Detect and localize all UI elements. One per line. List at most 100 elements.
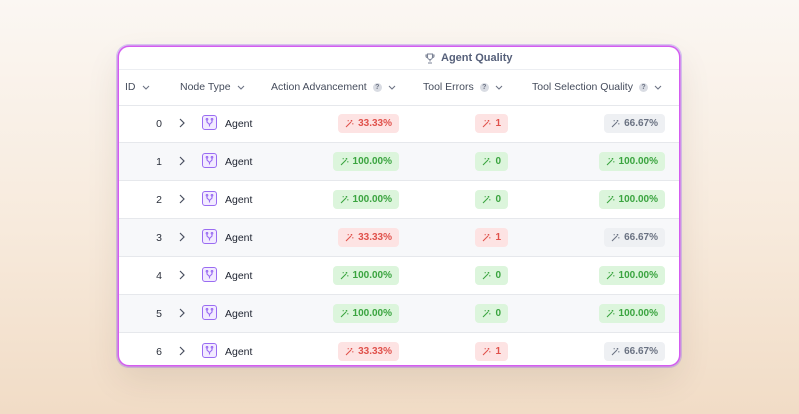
agent-node-icon [202, 115, 217, 130]
tool-errors-value: 0 [495, 308, 501, 319]
agent-node-icon [202, 191, 217, 206]
agent-node-icon [202, 153, 217, 168]
tool-errors-value: 1 [495, 346, 501, 357]
chevron-right-icon[interactable] [179, 194, 185, 204]
row-id: 0 [156, 117, 162, 130]
column-header-action-advancement-label: Action Advancement [271, 81, 367, 93]
column-header-tool-selection-quality-label: Tool Selection Quality [532, 81, 633, 93]
magic-wand-icon [482, 119, 491, 128]
magic-wand-icon [606, 157, 615, 166]
row-id: 6 [156, 345, 162, 358]
node-type-label: Agent [225, 269, 253, 282]
action-advancement-value: 100.00% [352, 308, 392, 319]
tool-selection-quality-value: 66.67% [624, 346, 658, 357]
action-advancement-badge: 33.33% [338, 228, 399, 247]
tool-errors-badge: 1 [475, 342, 508, 361]
tool-errors-badge: 1 [475, 228, 508, 247]
chevron-down-icon[interactable] [654, 85, 662, 90]
magic-wand-icon [482, 195, 491, 204]
action-advancement-badge: 100.00% [332, 266, 399, 285]
magic-wand-icon [340, 309, 349, 318]
chevron-down-icon[interactable] [237, 85, 245, 90]
table-row[interactable]: 1 Agent 100.00% 0 100.00% [119, 143, 679, 181]
table-row[interactable]: 3 Agent 33.33% 1 66.67% [119, 219, 679, 257]
action-advancement-value: 100.00% [352, 270, 392, 281]
table-row[interactable]: 5 Agent 100.00% 0 100.00% [119, 295, 679, 333]
agent-node-icon [202, 229, 217, 244]
table-row[interactable]: 6 Agent 33.33% 1 66.67% [119, 333, 679, 365]
table-row[interactable]: 4 Agent 100.00% 0 100.00% [119, 257, 679, 295]
chevron-down-icon[interactable] [495, 85, 503, 90]
tool-selection-quality-value: 66.67% [624, 232, 658, 243]
action-advancement-badge: 33.33% [338, 342, 399, 361]
help-icon[interactable]: ? [638, 82, 648, 92]
magic-wand-icon [482, 271, 491, 280]
chevron-right-icon[interactable] [179, 156, 185, 166]
tool-errors-value: 0 [495, 194, 501, 205]
tool-selection-quality-value: 100.00% [618, 308, 658, 319]
tool-selection-quality-value: 100.00% [618, 156, 658, 167]
row-id: 5 [156, 307, 162, 320]
action-advancement-value: 33.33% [358, 118, 392, 129]
action-advancement-badge: 100.00% [332, 152, 399, 171]
magic-wand-icon [340, 157, 349, 166]
magic-wand-icon [482, 309, 491, 318]
trophy-icon [425, 52, 435, 64]
column-header-tool-errors-label: Tool Errors [423, 81, 474, 93]
help-icon[interactable]: ? [372, 82, 382, 92]
table-header: ID Node Type Action Advancement ? Tool E… [119, 69, 679, 106]
tool-errors-badge: 0 [475, 266, 508, 285]
tool-errors-badge: 0 [475, 152, 508, 171]
chevron-right-icon[interactable] [179, 346, 185, 356]
node-type-label: Agent [225, 231, 253, 244]
tool-selection-quality-badge: 66.67% [604, 228, 665, 247]
column-header-tool-errors[interactable]: Tool Errors ? [423, 69, 503, 105]
action-advancement-value: 100.00% [352, 156, 392, 167]
tool-errors-badge: 0 [475, 190, 508, 209]
row-id: 3 [156, 231, 162, 244]
tool-selection-quality-badge: 100.00% [598, 266, 665, 285]
magic-wand-icon [482, 347, 491, 356]
column-header-id-label: ID [125, 81, 136, 93]
column-header-id[interactable]: ID [125, 69, 150, 105]
chevron-down-icon[interactable] [142, 85, 150, 90]
magic-wand-icon [340, 271, 349, 280]
node-type-label: Agent [225, 155, 253, 168]
tool-errors-value: 1 [495, 232, 501, 243]
magic-wand-icon [606, 195, 615, 204]
node-type-label: Agent [225, 193, 253, 206]
magic-wand-icon [611, 119, 620, 128]
tool-selection-quality-badge: 100.00% [598, 304, 665, 323]
action-advancement-badge: 33.33% [338, 114, 399, 133]
column-header-tool-selection-quality[interactable]: Tool Selection Quality ? [532, 69, 662, 105]
magic-wand-icon [606, 271, 615, 280]
tool-selection-quality-value: 66.67% [624, 118, 658, 129]
tool-errors-badge: 0 [475, 304, 508, 323]
tool-selection-quality-value: 100.00% [618, 194, 658, 205]
action-advancement-value: 100.00% [352, 194, 392, 205]
chevron-right-icon[interactable] [179, 270, 185, 280]
tool-selection-quality-value: 100.00% [618, 270, 658, 281]
tool-errors-badge: 1 [475, 114, 508, 133]
node-type-label: Agent [225, 307, 253, 320]
group-title: Agent Quality [441, 52, 513, 64]
table-row[interactable]: 2 Agent 100.00% 0 100.00% [119, 181, 679, 219]
tool-selection-quality-badge: 100.00% [598, 152, 665, 171]
column-header-action-advancement[interactable]: Action Advancement ? [271, 69, 396, 105]
table-row[interactable]: 0 Agent 33.33% 1 66.67% [119, 105, 679, 143]
column-header-node-type[interactable]: Node Type [180, 69, 245, 105]
row-id: 4 [156, 269, 162, 282]
node-type-label: Agent [225, 345, 253, 358]
magic-wand-icon [340, 195, 349, 204]
agent-quality-group-label: Agent Quality [425, 47, 525, 69]
column-group-header: Agent Quality [119, 47, 679, 70]
chevron-right-icon[interactable] [179, 308, 185, 318]
column-header-node-type-label: Node Type [180, 81, 231, 93]
magic-wand-icon [345, 233, 354, 242]
tool-errors-value: 1 [495, 118, 501, 129]
chevron-right-icon[interactable] [179, 232, 185, 242]
chevron-down-icon[interactable] [388, 85, 396, 90]
help-icon[interactable]: ? [479, 82, 489, 92]
tool-selection-quality-badge: 100.00% [598, 190, 665, 209]
chevron-right-icon[interactable] [179, 118, 185, 128]
